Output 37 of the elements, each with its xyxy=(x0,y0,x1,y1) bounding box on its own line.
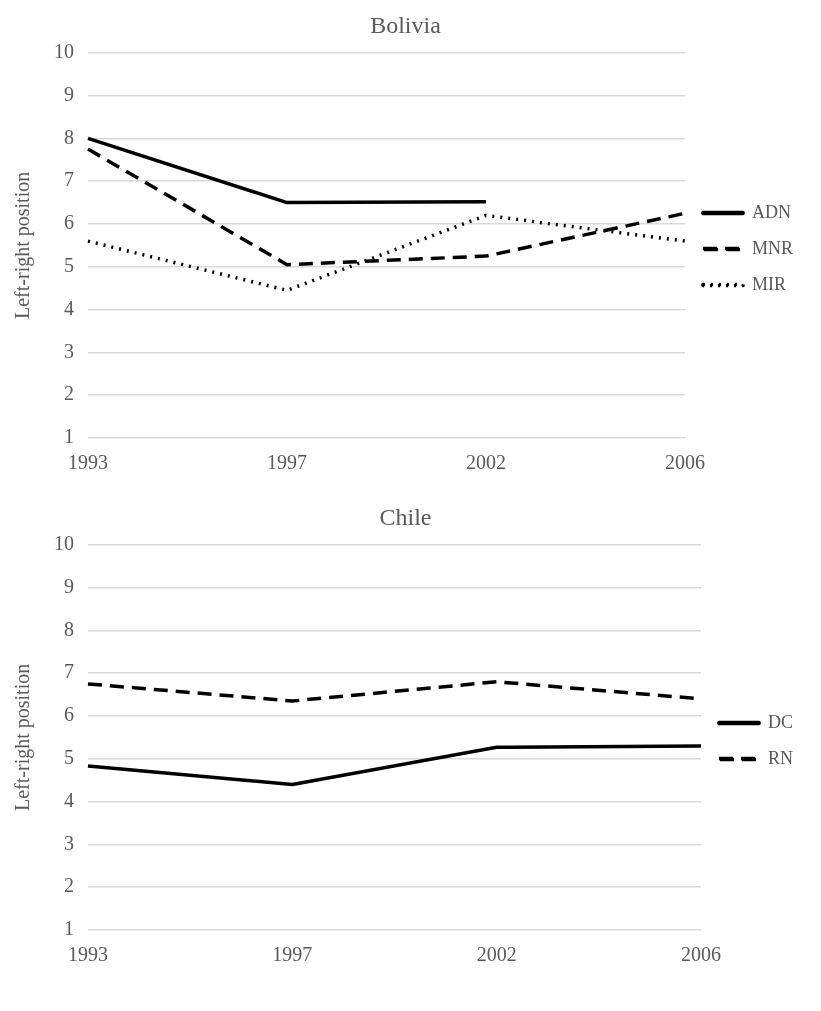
legend-label: MNR xyxy=(751,237,794,258)
y-tick-label: 10 xyxy=(54,40,74,63)
y-tick-label: 3 xyxy=(64,339,74,362)
x-tick-label: 2002 xyxy=(465,451,506,474)
x-tick-label: 1997 xyxy=(267,451,307,474)
y-tick-label: 6 xyxy=(64,703,74,726)
chart-title: Bolivia xyxy=(370,11,442,38)
y-tick-label: 4 xyxy=(64,296,74,319)
x-tick-label: 2006 xyxy=(681,943,721,966)
y-tick-label: 8 xyxy=(64,125,74,148)
y-tick-label: 1 xyxy=(64,917,74,940)
y-tick-label: 4 xyxy=(64,788,74,811)
legend-label: ADN xyxy=(751,201,791,222)
legend-label: MIR xyxy=(751,273,787,294)
legend-label: RN xyxy=(768,747,794,768)
y-tick-label: 1 xyxy=(64,425,74,448)
x-tick-label: 1993 xyxy=(68,943,108,966)
y-tick-label: 9 xyxy=(64,574,74,597)
y-tick-label: 5 xyxy=(64,746,74,769)
y-tick-label: 6 xyxy=(64,211,74,234)
y-axis-title: Left-right position xyxy=(11,663,35,811)
y-tick-label: 7 xyxy=(64,168,74,191)
y-tick-label: 9 xyxy=(64,82,74,105)
y-tick-label: 8 xyxy=(64,617,74,640)
y-tick-label: 10 xyxy=(54,532,74,555)
legend-label: DC xyxy=(768,711,794,732)
y-tick-label: 5 xyxy=(64,254,74,277)
x-tick-label: 1997 xyxy=(272,943,313,966)
x-tick-label: 1993 xyxy=(68,451,108,474)
chart-title: Chile xyxy=(379,503,432,530)
y-axis-title: Left-right position xyxy=(11,171,35,319)
y-tick-label: 2 xyxy=(64,874,74,897)
x-tick-label: 2006 xyxy=(664,451,705,474)
y-tick-label: 3 xyxy=(64,831,74,854)
y-tick-label: 7 xyxy=(64,660,74,683)
y-tick-label: 2 xyxy=(64,382,74,405)
x-tick-label: 2002 xyxy=(476,943,517,966)
